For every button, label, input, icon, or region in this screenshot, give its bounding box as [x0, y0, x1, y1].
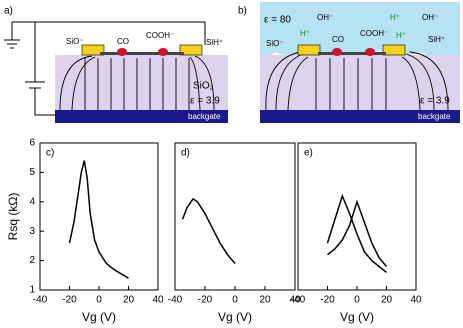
- plot-frame: [39, 142, 159, 291]
- panel-label: e): [304, 148, 313, 159]
- label: SiO₂: [193, 81, 214, 92]
- plot-frame: [174, 142, 296, 291]
- data-line: [68, 160, 129, 279]
- label: H⁺: [300, 29, 310, 38]
- molecule: [332, 48, 342, 56]
- graphene: [100, 52, 184, 55]
- electrode: [179, 44, 203, 56]
- x-tick-label: 20: [123, 295, 135, 306]
- x-tick-label: -20: [320, 295, 335, 306]
- x-tick-label: 20: [381, 295, 393, 306]
- y-tick-label: 4: [29, 196, 35, 207]
- x-tick-label: -20: [198, 295, 213, 306]
- panel-label: d): [181, 148, 190, 159]
- y-axis-label: Rsq (kΩ): [6, 193, 20, 241]
- backgate: [55, 110, 228, 123]
- field-lines: [265, 51, 449, 111]
- label: SiH⁺: [206, 38, 223, 47]
- x-tick-label: 0: [354, 295, 360, 306]
- molecule: [117, 48, 127, 56]
- label: H⁺: [390, 13, 400, 22]
- label: CO: [117, 37, 129, 46]
- label: OH⁻: [422, 13, 438, 22]
- panel-label: c): [46, 148, 54, 159]
- data-line: [327, 199, 388, 267]
- x-axis-label: Vg (V): [82, 310, 116, 324]
- oxide: [260, 55, 460, 110]
- x-tick-label: 40: [410, 295, 422, 306]
- y-tick-label: 2: [29, 255, 35, 266]
- field-lines: [59, 55, 215, 111]
- plot-frame: [297, 142, 417, 291]
- y-tick-label: 6: [29, 138, 35, 149]
- electrode: [81, 44, 105, 56]
- data-line: [181, 197, 236, 264]
- label: ε = 3.9: [190, 96, 220, 107]
- electrode: [382, 44, 406, 56]
- panel-a: a) SiO⁻ CO COOH⁻ SiH⁺ SiO₂ ε = 3.9 backg…: [4, 6, 228, 123]
- y-tick-label: 3: [29, 226, 35, 237]
- label: CO: [332, 35, 344, 44]
- x-tick-label: 40: [152, 295, 164, 306]
- backgate: [260, 110, 460, 123]
- data-line: [326, 193, 387, 273]
- x-axis-label: Vg (V): [218, 310, 252, 324]
- label: ε = 80: [264, 15, 291, 26]
- x-tick-label: -40: [168, 295, 183, 306]
- x-tick-label: 0: [232, 295, 238, 306]
- label: OH⁻: [317, 13, 333, 22]
- x-tick-label: -40: [291, 295, 306, 306]
- y-tick-label: 5: [29, 167, 35, 178]
- x-tick-label: -20: [62, 295, 77, 306]
- water: [260, 2, 460, 58]
- label: SiO⁻: [66, 37, 84, 46]
- panel-label: b): [238, 6, 247, 17]
- panel-b: b) ε = 80 OH⁻ H⁺ SiO⁻ CO H⁺ COOH⁻ OH⁻ H⁺…: [238, 2, 460, 123]
- label: SiH⁺: [428, 35, 445, 44]
- molecule: [365, 48, 375, 56]
- x-tick-label: 40: [289, 295, 301, 306]
- label: COOH⁻: [360, 29, 388, 38]
- y-tick-label: 1: [29, 285, 35, 296]
- x-tick-label: 20: [259, 295, 271, 306]
- molecule: [158, 48, 168, 56]
- label: SiO⁻: [266, 39, 284, 48]
- x-tick-label: -40: [33, 295, 48, 306]
- graphene: [318, 52, 386, 55]
- electrode: [297, 44, 321, 56]
- label: H⁺: [396, 31, 406, 40]
- label: ε = 3.9: [420, 96, 450, 107]
- x-axis-label: Vg (V): [340, 310, 374, 324]
- label: backgate: [418, 112, 451, 121]
- x-tick-label: 0: [96, 295, 102, 306]
- label: backgate: [188, 112, 221, 121]
- circuit: [4, 21, 206, 116]
- label: COOH⁻: [146, 31, 174, 40]
- panel-label: a): [4, 6, 13, 17]
